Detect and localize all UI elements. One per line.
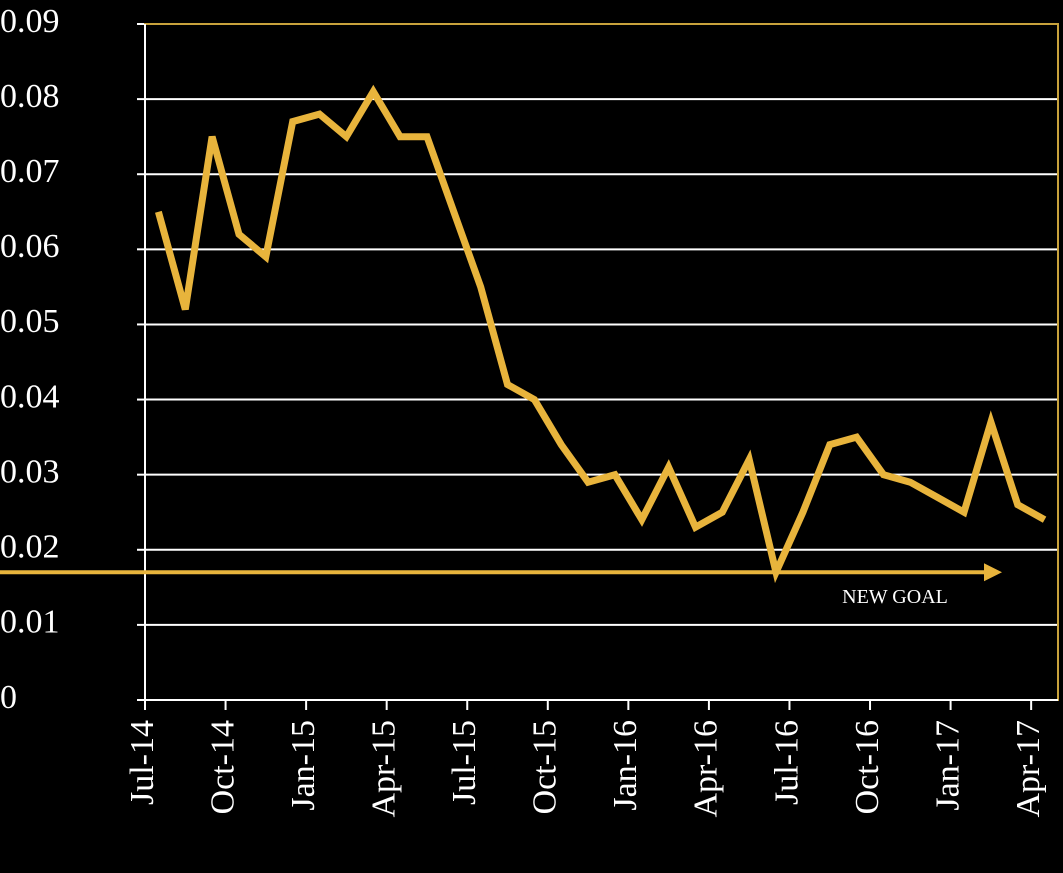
y-tick-label: 0.01 (0, 604, 60, 641)
y-tick-label: 0.09 (0, 3, 60, 40)
x-tick-label: Jan-16 (607, 720, 644, 811)
x-tick-label: Jan-15 (285, 720, 322, 811)
x-tick-label: Apr-16 (688, 720, 725, 818)
x-tick-label: Jul-15 (446, 720, 483, 805)
x-tick-label: Jul-16 (768, 720, 805, 805)
y-tick-label: 0.04 (0, 378, 60, 415)
goal-label: NEW GOAL (842, 586, 948, 608)
y-tick-label: 0 (0, 679, 17, 716)
x-tick-label: Oct-14 (204, 720, 241, 814)
y-tick-label: 0.06 (0, 228, 60, 265)
data-line (155, 84, 1047, 584)
x-tick-label: Jan-17 (929, 720, 966, 811)
x-tick-label: Apr-15 (365, 720, 402, 818)
y-tick-label: 0.03 (0, 453, 60, 490)
x-tick-label: Oct-16 (849, 720, 886, 814)
y-tick-label: 0.08 (0, 78, 60, 115)
x-tick-label: Oct-15 (527, 720, 564, 814)
x-tick-label: Jul-14 (124, 720, 161, 805)
y-tick-label: 0.02 (0, 529, 60, 566)
y-tick-label: 0.07 (0, 153, 60, 190)
x-tick-label: Apr-17 (1010, 720, 1047, 818)
goal-arrowhead (984, 563, 1002, 582)
y-tick-label: 0.05 (0, 303, 60, 340)
